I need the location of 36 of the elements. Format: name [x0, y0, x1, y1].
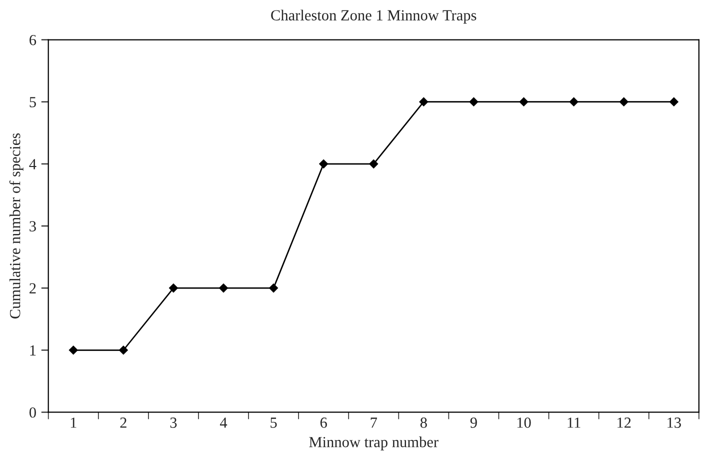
point — [669, 97, 678, 106]
y-tick-label: 5 — [30, 97, 36, 108]
x-tick-label: 5 — [270, 418, 277, 428]
point — [419, 97, 428, 106]
x-tick-label: 9 — [470, 418, 477, 428]
x-tick-label: 12 — [618, 418, 631, 428]
point — [319, 159, 328, 168]
point — [169, 284, 178, 293]
y-tick-label: 2 — [30, 283, 36, 294]
x-tick-label: 8 — [420, 418, 427, 428]
y-tick-label: 0 — [29, 407, 36, 418]
x-tick-label: 3 — [170, 418, 177, 428]
x-tick-label: 10 — [517, 418, 531, 428]
y-axis-title: Cumulative number of species — [9, 133, 24, 318]
point — [519, 97, 528, 106]
x-tick-label: 13 — [668, 418, 681, 428]
point — [269, 284, 278, 293]
x-tick-label: 4 — [220, 418, 228, 428]
point — [68, 346, 78, 355]
y-tick-label: 1 — [30, 345, 36, 356]
point — [569, 97, 578, 106]
chart-title: Charleston Zone 1 Minnow Traps — [271, 10, 476, 24]
x-tick-label: 6 — [320, 418, 327, 428]
x-tick-label: 11 — [568, 418, 580, 428]
y-tick-label: 3 — [30, 221, 36, 232]
x-axis-title: Minnow trap number — [309, 436, 438, 450]
x-tick-label: 7 — [370, 418, 378, 428]
y-tick-label: 4 — [29, 159, 36, 170]
y-tick-label: 6 — [30, 34, 36, 46]
x-tick-label: 1 — [70, 418, 76, 428]
point — [369, 159, 378, 168]
point — [469, 97, 478, 106]
x-tick-label: 2 — [120, 418, 126, 428]
point — [619, 97, 628, 106]
point — [219, 284, 228, 293]
point — [118, 346, 128, 355]
